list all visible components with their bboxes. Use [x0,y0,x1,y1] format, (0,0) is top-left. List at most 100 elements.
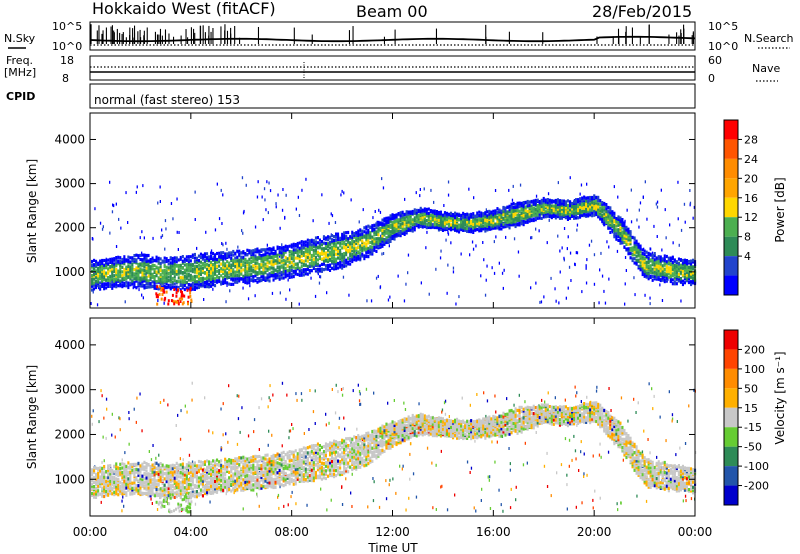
echo-cell [435,223,438,227]
noise-cell [440,249,442,253]
echo-cell [441,217,444,221]
echo-cell [514,220,517,224]
echo-cell [187,272,190,276]
echo-cell [206,259,209,263]
echo-cell [335,244,338,248]
echo-cell [284,248,287,253]
echo-cell [643,267,646,272]
echo-cell [115,469,118,473]
colorbar-tick-label: 12 [744,211,758,224]
noise-cell [392,477,394,481]
echo-cell [575,216,578,220]
echo-cell [333,244,336,248]
echo-cell [460,224,463,229]
noise-cell [574,449,577,453]
echo-cell [343,236,346,240]
echo-cell [149,272,152,276]
echo-cell [189,255,192,259]
noise-cell [373,480,375,484]
y-tick-label: 3000 [54,177,85,191]
echo-cell [230,253,233,257]
echo-cell [359,251,362,255]
noise-cell [423,187,425,191]
echo-cell [238,271,241,275]
echo-cell [145,253,148,258]
echo-cell [639,258,642,262]
noise-cell [303,432,305,435]
echo-cell [452,213,455,217]
echo-cell [556,203,559,207]
echo-cell [185,272,188,276]
echo-cell [212,276,215,280]
echo-cell [468,216,471,220]
echo-cell [393,219,396,224]
echo-cell [298,254,301,258]
echo-cell [627,252,630,256]
echo-cell [123,257,126,261]
echo-cell [419,221,422,225]
noise-cell [602,222,604,225]
echo-cell [597,195,600,199]
echo-cell [254,256,257,260]
echo-cell [601,209,604,213]
noise-cell [554,396,556,400]
echo-cell [427,220,430,224]
echo-cell [419,210,422,214]
noise-cell [132,286,134,290]
echo-cell [327,242,330,246]
noise-cell [546,451,548,455]
echo-cell [349,251,352,255]
echo-cell [137,266,140,270]
echo-cell [159,257,162,261]
echo-cell [105,282,108,286]
echo-cell [206,267,209,271]
echo-cell [268,275,271,279]
noise-cell [310,276,312,280]
echo-cell [169,270,172,274]
echo-cell [659,269,662,273]
echo-cell [322,250,325,255]
noise-cell [182,458,184,462]
echo-cell [435,216,438,220]
echo-cell [314,240,317,244]
echo-cell [278,274,281,278]
echo-cell [117,480,120,484]
near-range-cell [180,290,183,294]
echo-cell [441,224,444,229]
echo-cell [298,266,301,270]
echo-cell [95,263,98,267]
echo-cell [385,225,388,229]
noise-cell [474,439,476,443]
echo-cell [441,213,444,217]
echo-cell [272,274,275,278]
echo-cell [169,266,172,270]
echo-cell [462,223,465,227]
noise-cell [157,299,159,302]
noise-cell [359,392,361,396]
echo-cell [345,231,348,235]
echo-cell [407,215,410,219]
echo-cell [603,208,606,212]
echo-cell [143,268,146,272]
echo-cell [611,217,614,221]
echo-cell [264,258,267,262]
echo-cell [667,271,670,276]
echo-cell [546,206,549,210]
noise-cell [128,417,130,421]
noise-cell [643,429,645,433]
echo-cell [577,209,580,213]
echo-cell [454,218,457,222]
echo-cell [528,211,531,215]
echo-cell [123,267,126,272]
echo-cell [651,271,654,275]
echo-cell [403,216,406,220]
echo-cell [528,205,531,209]
noise-cell [575,505,577,509]
echo-cell [692,271,695,275]
echo-cell [97,261,100,265]
echo-cell [278,261,281,265]
echo-cell [371,245,374,249]
echo-cell [171,282,174,286]
echo-cell [623,236,626,240]
echo-cell [220,282,223,286]
